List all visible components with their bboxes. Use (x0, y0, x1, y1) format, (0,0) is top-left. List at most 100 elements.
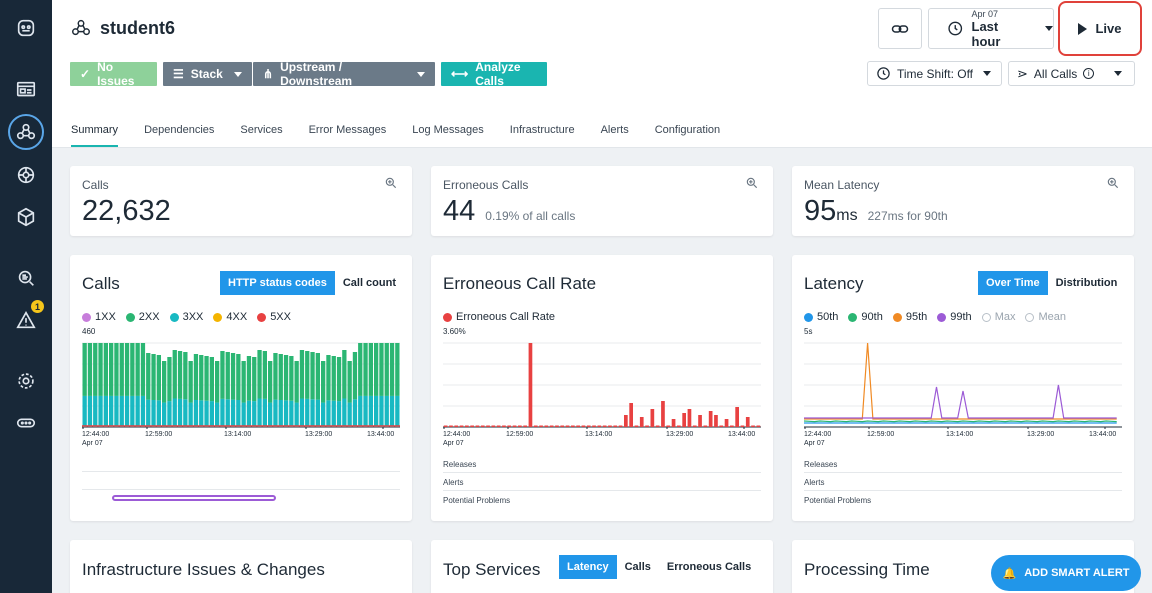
copy-link-button[interactable] (878, 8, 922, 49)
latency-stat-value: 95 (804, 195, 837, 227)
error-bar (719, 425, 724, 427)
tab-log-messages[interactable]: Log Messages (412, 124, 484, 136)
error-bar (523, 425, 527, 427)
tab-summary[interactable]: Summary (71, 124, 119, 147)
over-time-toggle[interactable]: Over Time (978, 271, 1048, 295)
tab-dependencies[interactable]: Dependencies (144, 124, 215, 136)
legend-item-4xx[interactable]: 4XX (213, 311, 247, 323)
analytics-search-icon[interactable] (10, 262, 42, 294)
zoom-icon[interactable] (384, 176, 398, 190)
live-button[interactable]: Live (1058, 1, 1142, 56)
error-bar (692, 425, 697, 427)
legend-item-3xx[interactable]: 3XX (169, 311, 203, 323)
stack-button[interactable]: ☰ Stack (163, 62, 252, 86)
instana-logo-icon[interactable] (10, 12, 42, 44)
call-count-toggle[interactable]: Call count (342, 277, 396, 289)
bar-3xx (140, 395, 146, 427)
tab-configuration[interactable]: Configuration (654, 124, 721, 136)
bar-2xx (299, 350, 305, 399)
x-tick-label: 12:59:00 (145, 431, 173, 438)
divider (82, 489, 400, 490)
infrastructure-icon[interactable] (10, 201, 42, 233)
bar-3xx (236, 399, 241, 427)
bar-2xx (98, 343, 103, 396)
latency-legend: 50th 90th 95th 99th Max Mean (804, 311, 1066, 323)
bar-3xx (299, 398, 305, 427)
tab-alerts[interactable]: Alerts (600, 124, 629, 136)
stack-icon: ☰ (173, 67, 184, 81)
bar-3xx (241, 402, 246, 427)
error-rate-chart-plot[interactable] (443, 339, 761, 429)
timeline-range-selector[interactable] (112, 495, 276, 501)
distribution-toggle[interactable]: Distribution (1055, 277, 1118, 289)
analyze-calls-button[interactable]: ⟷ Analyze Calls (441, 60, 547, 88)
legend-item-95th[interactable]: 95th (892, 311, 927, 323)
bar-2xx (347, 361, 352, 403)
applications-icon[interactable] (8, 114, 44, 150)
error-bar (528, 343, 533, 427)
more-icon[interactable] (10, 407, 42, 439)
calls-filter-label: All Calls (1033, 66, 1078, 81)
info-icon[interactable]: i (1083, 68, 1095, 79)
legend-item-max[interactable]: Max (981, 311, 1015, 323)
calls-chart-ymax: 460 (82, 327, 96, 336)
platforms-icon[interactable] (10, 159, 42, 191)
calls-chart-legend: 1XX 2XX 3XX 4XX 5XX (82, 311, 291, 323)
play-icon (1078, 22, 1088, 35)
bar-2xx (305, 351, 310, 399)
events-count-badge: 1 (31, 300, 44, 313)
error-bar (661, 401, 665, 427)
live-label: Live (1095, 21, 1122, 36)
time-shift-dropdown[interactable]: Time Shift: Off (867, 61, 1002, 86)
tab-error-messages[interactable]: Error Messages (308, 124, 387, 136)
stack-label: Stack (190, 67, 223, 81)
top-services-errors-tab[interactable]: Erroneous Calls (666, 561, 752, 573)
bar-2xx (246, 356, 252, 401)
top-services-calls-tab[interactable]: Calls (624, 561, 651, 573)
events-warning-icon[interactable]: 1 (10, 300, 44, 336)
legend-item-90th[interactable]: 90th (848, 311, 883, 323)
error-bar (666, 425, 671, 427)
tab-infrastructure[interactable]: Infrastructure (509, 124, 575, 136)
bar-3xx (342, 398, 347, 427)
legend-item-mean[interactable]: Mean (1025, 311, 1066, 323)
http-status-codes-toggle[interactable]: HTTP status codes (220, 271, 335, 295)
bar-2xx (262, 351, 267, 399)
legend-item-5xx[interactable]: 5XX (257, 311, 291, 323)
bar-3xx (109, 395, 114, 427)
legend-item-2xx[interactable]: 2XX (125, 311, 160, 323)
zoom-icon[interactable] (1106, 176, 1120, 190)
error-bar (475, 425, 480, 427)
error-bar (555, 425, 559, 427)
add-smart-alert-button[interactable]: 🔔 ADD SMART ALERT (991, 555, 1141, 591)
time-range-picker[interactable]: Apr 07 Last hour (928, 8, 1054, 49)
legend-item-1xx[interactable]: 1XX (82, 311, 116, 323)
error-bar (512, 425, 517, 427)
website-monitoring-icon[interactable] (10, 74, 42, 106)
error-bar (708, 411, 713, 427)
error-rate-legend: Erroneous Call Rate (443, 311, 555, 323)
legend-item-error-rate[interactable]: Erroneous Call Rate (443, 311, 555, 323)
error-bar (581, 425, 586, 427)
bar-3xx (230, 399, 236, 427)
zoom-icon[interactable] (745, 176, 759, 190)
error-bar (602, 425, 607, 427)
tab-services[interactable]: Services (240, 124, 283, 136)
latency-chart-plot[interactable] (804, 339, 1122, 429)
bar-2xx (162, 361, 167, 403)
top-services-latency-tab[interactable]: Latency (559, 555, 617, 579)
calls-filter-dropdown[interactable]: ⋗ All Calls i (1008, 61, 1135, 86)
no-issues-button[interactable]: ✓ No Issues (70, 60, 157, 88)
divider (82, 471, 400, 472)
error-bar (597, 425, 602, 427)
calls-chart-plot[interactable] (82, 339, 400, 429)
top-services-title: Top Services (443, 560, 541, 579)
x-tick-label: 12:44:00 (804, 431, 832, 438)
bar-3xx (124, 395, 130, 427)
bar-3xx (252, 401, 257, 427)
upstream-downstream-button[interactable]: ⋔ Upstream / Downstream (253, 60, 435, 88)
legend-item-50th[interactable]: 50th (804, 311, 838, 323)
legend-label: 5XX (270, 311, 291, 323)
legend-item-99th[interactable]: 99th (937, 311, 972, 323)
settings-gear-icon[interactable] (10, 365, 42, 397)
